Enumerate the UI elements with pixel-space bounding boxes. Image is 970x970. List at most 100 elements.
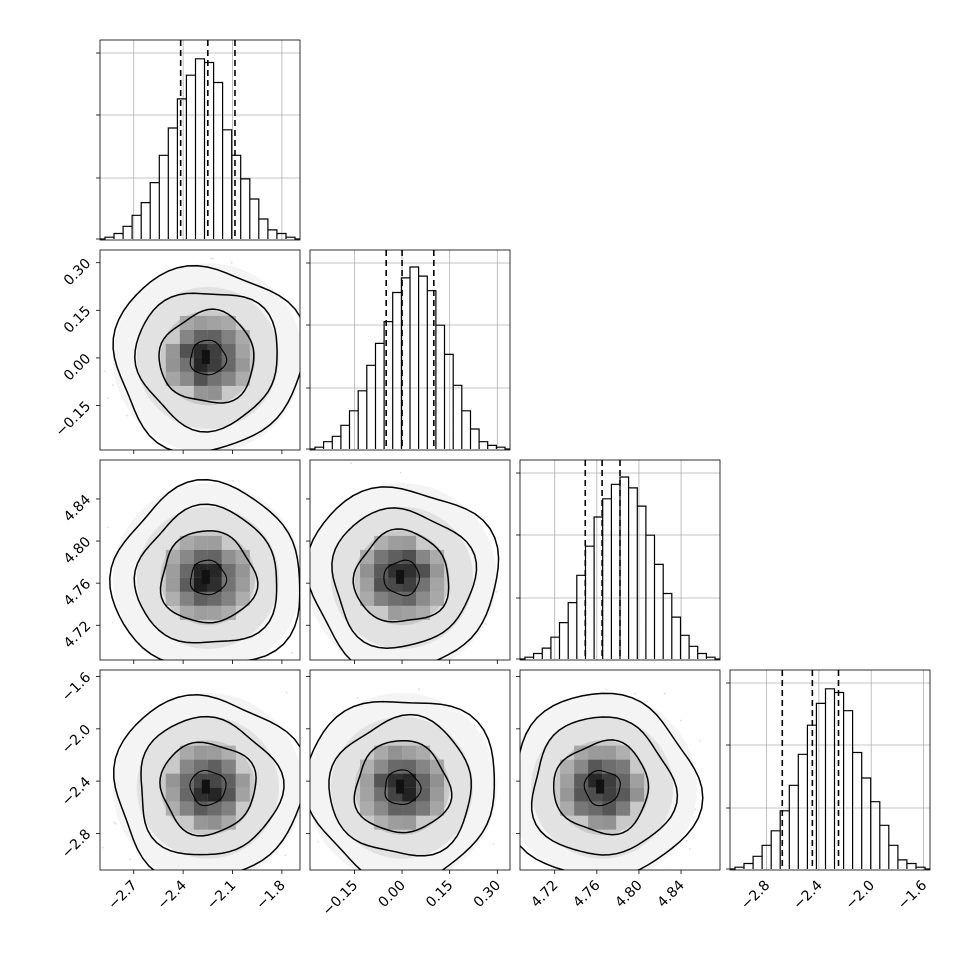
density-cell <box>193 385 208 400</box>
scatter-panel-4-3 <box>516 669 721 874</box>
density-cell <box>360 549 375 564</box>
scatter-point <box>211 257 214 260</box>
density-cell <box>193 591 208 606</box>
contour-line <box>133 503 278 644</box>
contour-line <box>112 264 300 450</box>
density-cell <box>416 745 431 760</box>
density-cell <box>207 357 222 372</box>
panel-content <box>310 688 497 898</box>
density-cell <box>193 605 208 620</box>
density-cell <box>416 801 431 816</box>
density-cell <box>207 605 222 620</box>
density-cell <box>165 787 180 802</box>
contour-line <box>159 530 259 624</box>
density-cell <box>207 371 222 386</box>
scatter-point <box>492 843 495 845</box>
density-cell <box>179 371 194 386</box>
axes-frame <box>99 669 301 871</box>
density-cell <box>374 759 389 774</box>
density-peak <box>396 569 405 584</box>
density-cell <box>193 801 208 816</box>
density-cell <box>221 549 236 564</box>
density-cell <box>207 815 222 830</box>
scatter-point <box>467 896 469 898</box>
density-cell <box>388 591 403 606</box>
density-cell <box>207 787 222 802</box>
scatter-point <box>476 881 478 883</box>
scatter-point <box>129 858 131 861</box>
contour-line <box>189 339 228 376</box>
scatter-point <box>232 480 234 482</box>
density-cell <box>165 591 180 606</box>
density-cell <box>179 563 194 578</box>
density-cell <box>235 357 250 372</box>
density-cell <box>374 591 389 606</box>
density-cell <box>416 605 431 620</box>
density-cell <box>221 563 236 578</box>
contour-line <box>310 486 500 660</box>
density-cell <box>374 549 389 564</box>
density-cell <box>374 745 389 760</box>
density-cell <box>360 801 375 816</box>
panel-content <box>107 458 300 660</box>
contour-line <box>310 700 496 870</box>
density-cell <box>207 385 222 400</box>
scatter-point <box>94 315 96 317</box>
scatter-point <box>301 314 303 316</box>
scatter-panel-4-2 <box>306 669 511 898</box>
density-cell <box>416 759 431 774</box>
density-cell <box>193 315 208 330</box>
hist-panel-3 <box>516 459 721 661</box>
contour-line <box>189 769 227 807</box>
density-cell <box>207 773 222 788</box>
density-cell <box>207 591 222 606</box>
density-cell <box>179 535 194 550</box>
density-cell <box>179 591 194 606</box>
scatter-panel-3-1 <box>96 458 301 664</box>
scatter-point <box>304 328 306 330</box>
density-cell <box>416 787 431 802</box>
axes-frame <box>309 669 511 871</box>
density-cell <box>221 815 236 830</box>
density-cell <box>179 759 194 774</box>
scatter-point <box>473 723 476 726</box>
density-cell <box>207 759 222 774</box>
density-cell <box>402 535 417 550</box>
density-cell <box>402 815 417 830</box>
density-cell <box>416 591 431 606</box>
scatter-point <box>302 362 304 364</box>
scatter-point <box>107 526 109 529</box>
scatter-point <box>264 464 266 466</box>
density-cell <box>221 773 236 788</box>
density-cell <box>360 563 375 578</box>
density-cell <box>165 577 180 592</box>
density-cell <box>221 357 236 372</box>
density-cell <box>207 745 222 760</box>
density-cell <box>402 787 417 802</box>
density-cell <box>235 329 250 344</box>
density-peak <box>201 569 210 584</box>
density-cell <box>165 371 180 386</box>
density-cell <box>402 745 417 760</box>
density-cell <box>179 343 194 358</box>
density-cell <box>430 577 445 592</box>
scatter-point <box>350 462 353 464</box>
axes-frame <box>99 39 301 241</box>
density-cell <box>165 563 180 578</box>
density-peak <box>396 779 405 794</box>
scatter-point <box>224 458 226 460</box>
scatter-point <box>307 811 309 813</box>
contour-line <box>134 292 278 433</box>
density-cell <box>193 815 208 830</box>
scatter-point <box>413 885 415 887</box>
density-cell <box>388 745 403 760</box>
density-cell <box>374 773 389 788</box>
contour-line <box>331 507 478 649</box>
scatter-point <box>107 397 109 400</box>
density-cell <box>430 773 445 788</box>
density-cell <box>430 563 445 578</box>
density-cell <box>221 371 236 386</box>
density-cell <box>402 591 417 606</box>
scatter-point <box>301 771 303 773</box>
